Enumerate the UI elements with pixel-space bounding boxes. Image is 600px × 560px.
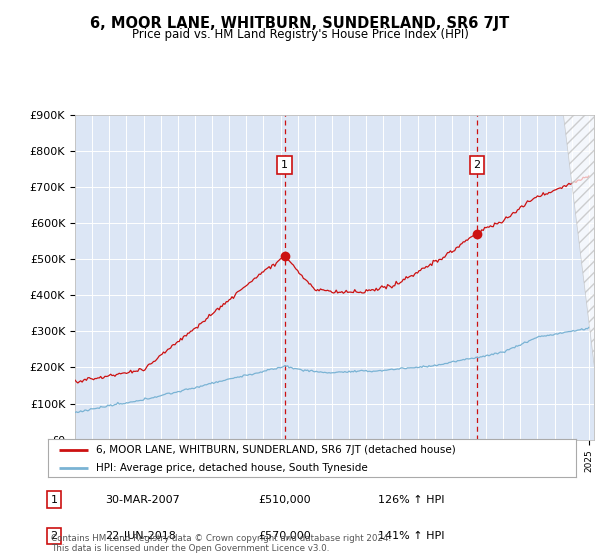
Text: 2: 2 bbox=[473, 160, 481, 170]
Text: £510,000: £510,000 bbox=[258, 494, 311, 505]
Text: HPI: Average price, detached house, South Tyneside: HPI: Average price, detached house, Sout… bbox=[95, 463, 367, 473]
Text: Contains HM Land Registry data © Crown copyright and database right 2024.
This d: Contains HM Land Registry data © Crown c… bbox=[51, 534, 391, 553]
Text: Price paid vs. HM Land Registry's House Price Index (HPI): Price paid vs. HM Land Registry's House … bbox=[131, 28, 469, 41]
Text: 141% ↑ HPI: 141% ↑ HPI bbox=[378, 531, 445, 541]
Text: 6, MOOR LANE, WHITBURN, SUNDERLAND, SR6 7JT (detached house): 6, MOOR LANE, WHITBURN, SUNDERLAND, SR6 … bbox=[95, 445, 455, 455]
Text: 2: 2 bbox=[50, 531, 58, 541]
Text: 22-JUN-2018: 22-JUN-2018 bbox=[105, 531, 176, 541]
Polygon shape bbox=[563, 115, 594, 367]
Text: 1: 1 bbox=[50, 494, 58, 505]
Text: 30-MAR-2007: 30-MAR-2007 bbox=[105, 494, 180, 505]
Text: 126% ↑ HPI: 126% ↑ HPI bbox=[378, 494, 445, 505]
Text: 1: 1 bbox=[281, 160, 289, 170]
Text: 6, MOOR LANE, WHITBURN, SUNDERLAND, SR6 7JT: 6, MOOR LANE, WHITBURN, SUNDERLAND, SR6 … bbox=[91, 16, 509, 31]
Text: £570,000: £570,000 bbox=[258, 531, 311, 541]
